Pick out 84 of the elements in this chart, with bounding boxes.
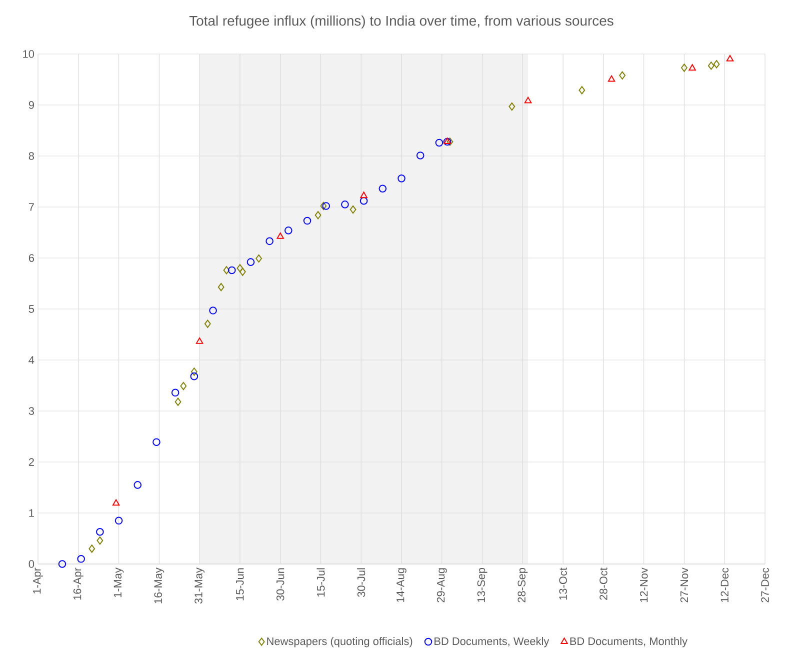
point: [204, 320, 211, 328]
point: [446, 138, 454, 146]
point: [58, 560, 66, 568]
x-tick-label: 28-Sep: [518, 568, 528, 602]
point: [96, 536, 104, 545]
x-tick-label: 30-Jun: [276, 568, 284, 601]
y-tick-label: 8: [28, 152, 34, 160]
point: [416, 152, 424, 160]
y-tick-label: 4: [28, 356, 34, 364]
point: [578, 86, 586, 94]
point: [688, 64, 696, 71]
point: [303, 216, 312, 225]
point: [190, 368, 198, 376]
point: [360, 196, 368, 205]
point: [190, 372, 198, 380]
point: [236, 264, 244, 272]
point: [708, 62, 714, 70]
point: [174, 398, 182, 406]
y-tick-label: 1: [29, 509, 34, 517]
y-tick-label: 10: [23, 50, 34, 58]
point: [378, 184, 387, 193]
point: [196, 338, 204, 344]
point: [350, 205, 356, 214]
legend-label: BD Documents, Weekly: [434, 637, 550, 648]
x-tick-label: 28-Oct: [600, 568, 608, 600]
x-tick-label: 29-Aug: [436, 568, 447, 602]
x-tick-label: 30-Jul: [357, 568, 366, 597]
point: [266, 237, 274, 246]
point: [681, 64, 688, 72]
point: [398, 174, 406, 182]
x-tick-label: 13-Oct: [559, 568, 567, 600]
point: [180, 382, 187, 390]
point: [322, 202, 330, 210]
x-tick-label: 15-Jun: [236, 568, 244, 600]
point: [112, 499, 120, 506]
point: [96, 528, 104, 536]
point: [77, 555, 85, 563]
y-tick-label: 5: [28, 305, 34, 313]
x-tick-label: 16-May: [154, 568, 164, 604]
point: [239, 268, 246, 276]
x-tick-label: 14-Aug: [396, 568, 406, 602]
y-tick-label: 3: [28, 407, 34, 415]
y-tick-label: 2: [28, 458, 34, 466]
legend-label: Newspapers (quoting officials): [267, 637, 412, 648]
point: [608, 75, 616, 82]
y-tick-label: 9: [28, 101, 34, 109]
point: [246, 258, 255, 266]
x-tick-label: 13-Sep: [477, 568, 488, 602]
x-tick-label: 12-Nov: [640, 568, 648, 602]
y-tick-label: 0: [28, 560, 34, 568]
x-tick-label: 16-Apr: [73, 568, 84, 600]
point: [218, 282, 224, 292]
point: [619, 71, 626, 80]
y-tick-label: 6: [28, 254, 34, 262]
x-tick-label: 1-Apr: [33, 568, 43, 594]
point: [320, 202, 327, 210]
point: [276, 232, 284, 239]
point: [171, 388, 180, 397]
point: [228, 266, 236, 274]
point: [256, 254, 262, 263]
x-tick-label: 31-May: [194, 568, 205, 604]
point: [152, 438, 160, 446]
point: [209, 306, 217, 314]
point: [524, 96, 532, 104]
x-tick-label: 27-Dec: [761, 568, 769, 602]
point: [223, 266, 230, 274]
point: [284, 226, 292, 234]
point: [341, 200, 349, 208]
point: [508, 102, 516, 111]
legend-label: BD Documents, Monthly: [570, 637, 688, 648]
point: [88, 544, 96, 553]
point: [360, 192, 368, 198]
chart-title: Total refugee influx (millions) to India over time, from various sources: [189, 15, 614, 28]
x-tick-label: 1-May: [114, 568, 124, 598]
point: [726, 54, 734, 62]
point: [435, 138, 444, 147]
point: [713, 60, 720, 68]
point: [114, 516, 123, 525]
x-tick-label: 27-Nov: [680, 568, 688, 602]
y-tick-label: 7: [28, 203, 34, 211]
x-tick-label: 12-Dec: [720, 568, 728, 602]
point: [134, 481, 142, 489]
x-tick-label: 15-Jul: [316, 568, 325, 597]
point: [314, 211, 322, 220]
